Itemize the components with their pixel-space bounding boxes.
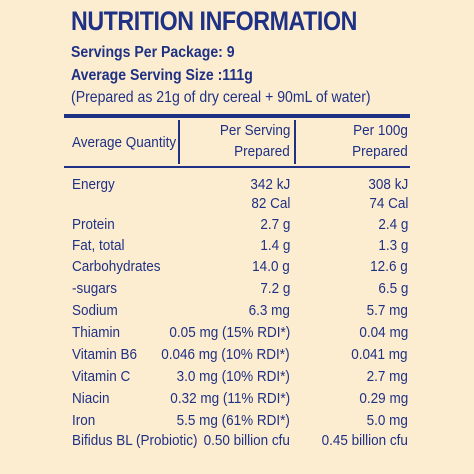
servings-per-package: Servings Per Package: 9: [71, 44, 235, 61]
header-divider-1: [178, 120, 180, 164]
header-bottom-rule: [64, 166, 410, 168]
per-serving-value: 0.50 billion cfu: [203, 432, 290, 449]
per-serving-value: 7.2 g: [259, 280, 290, 297]
header-average-quantity: Average Quantity: [72, 134, 177, 151]
nutrient-name: Niacin: [72, 390, 110, 407]
header-per-100g-line1: Per 100g: [353, 122, 408, 139]
header-per-serving-line1: Per Serving: [219, 122, 290, 139]
nutrient-name: Thiamin: [72, 324, 121, 341]
per-100g-value: 0.041 mg: [351, 346, 408, 363]
nutrient-name: Energy: [72, 176, 115, 193]
nutrient-name: Sodium: [72, 302, 118, 319]
per-100g-value: 5.7 mg: [366, 302, 408, 319]
per-100g-value: 0.29 mg: [359, 390, 408, 407]
nutrient-name: Vitamin B6: [72, 346, 138, 363]
prepared-note: (Prepared as 21g of dry cereal + 90mL of…: [71, 89, 371, 106]
per-100g-value: 2.4 g: [377, 216, 408, 233]
per-serving-value: 0.05 mg (15% RDI*): [169, 324, 290, 341]
per-serving-value: 82 Cal: [250, 195, 290, 212]
nutrient-name: Fat, total: [72, 237, 125, 254]
per-serving-value: 1.4 g: [259, 237, 290, 254]
page-title: NUTRITION INFORMATION: [71, 6, 357, 36]
nutrient-name: Iron: [72, 412, 96, 429]
per-serving-value: 6.3 mg: [248, 302, 290, 319]
header-per-serving-line2: Prepared: [234, 143, 290, 160]
header-divider-2: [294, 120, 296, 164]
nutrient-name: Vitamin C: [72, 368, 131, 385]
per-100g-value: 1.3 g: [377, 237, 408, 254]
per-100g-value: 0.04 mg: [359, 324, 408, 341]
per-100g-value: 0.45 billion cfu: [321, 432, 408, 449]
table-top-rule: [64, 114, 410, 118]
per-100g-value: 12.6 g: [370, 258, 408, 275]
nutrient-name: Protein: [72, 216, 115, 233]
per-serving-value: 342 kJ: [250, 176, 290, 193]
per-serving-value: 3.0 mg (10% RDI*): [176, 368, 290, 385]
per-serving-value: 0.32 mg (11% RDI*): [170, 390, 290, 407]
nutrient-name: -sugars: [72, 280, 118, 297]
per-100g-value: 2.7 mg: [366, 368, 408, 385]
per-serving-value: 2.7 g: [259, 216, 290, 233]
nutrient-name: Carbohydrates: [72, 258, 161, 275]
per-100g-value: 74 Cal: [368, 195, 408, 212]
per-serving-value: 5.5 mg (61% RDI*): [176, 412, 290, 429]
per-100g-value: 6.5 g: [377, 280, 408, 297]
per-serving-value: 0.046 mg (10% RDI*): [161, 346, 290, 363]
header-per-100g-line2: Prepared: [352, 143, 408, 160]
per-serving-value: 14.0 g: [252, 258, 290, 275]
per-100g-value: 5.0 mg: [366, 412, 408, 429]
nutrient-name: Bifidus BL (Probiotic): [72, 432, 198, 449]
per-100g-value: 308 kJ: [368, 176, 408, 193]
average-serving-size: Average Serving Size :111g: [71, 67, 253, 84]
